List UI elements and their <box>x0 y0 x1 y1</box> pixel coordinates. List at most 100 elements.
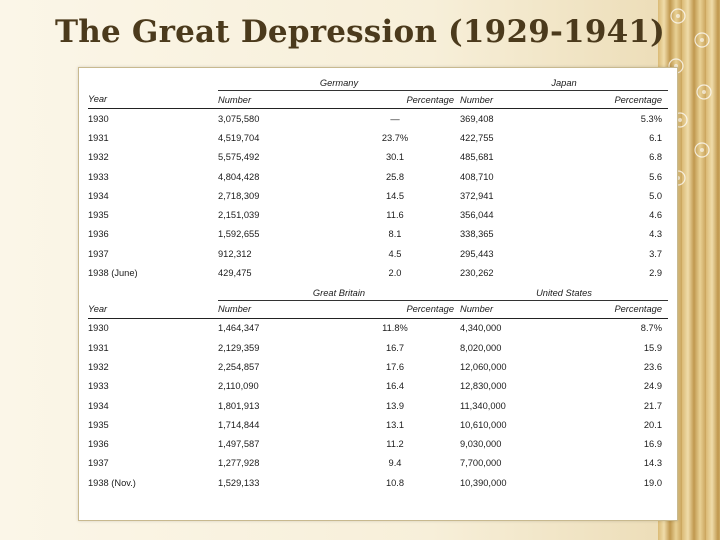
table-cell: 1937 <box>88 458 109 469</box>
table-cell: 14.5 <box>385 190 405 201</box>
table-row: 1936 1,497,587 11.2 9,030,000 16.9 <box>88 434 668 453</box>
table-cell: 5.0 <box>649 190 662 201</box>
table-cell: 1933 <box>88 381 109 392</box>
table-cell: 11.2 <box>386 439 404 450</box>
table-cell: 6.1 <box>649 132 662 143</box>
table-cell: 13.1 <box>385 419 405 430</box>
column-header: Percentage <box>578 300 668 319</box>
table-cell: 8.1 <box>388 229 402 240</box>
table-cell: 15.9 <box>643 342 662 353</box>
table-cell: 10,390,000 <box>460 477 507 488</box>
table-cell: 25.8 <box>385 171 405 182</box>
table-cell: 1938 (Nov.) <box>88 477 136 488</box>
table-row: 1932 2,254,857 17.6 12,060,000 23.6 <box>88 357 668 376</box>
country-header-row: Great Britain United States <box>88 285 668 301</box>
table-cell: 30.1 <box>385 152 405 163</box>
table-cell: 1934 <box>88 190 109 201</box>
country-name: United States <box>460 285 668 301</box>
table-cell: 19.0 <box>643 477 662 488</box>
table-cell: 16.7 <box>385 342 405 353</box>
table-row: 1938 (June) 429,475 2.0 230,262 2.9 <box>88 263 668 282</box>
table-cell: 1935 <box>88 419 109 430</box>
column-header-row: Year Number Percentage Number Percentage <box>88 90 668 109</box>
table-cell: 3,075,580 <box>218 113 260 124</box>
table-cell: 429,475 <box>218 268 252 279</box>
table-cell: 9.4 <box>388 458 402 469</box>
table-cell: 5,575,492 <box>218 152 260 163</box>
column-header: Number <box>460 300 578 319</box>
table-cell: 11.8% <box>382 323 408 334</box>
table-cell: 1930 <box>88 113 109 124</box>
table-cell: 1,277,928 <box>218 458 260 469</box>
column-header-row: Year Number Percentage Number Percentage <box>88 300 668 319</box>
column-header: Percentage <box>330 90 460 109</box>
table-cell: 10.8 <box>385 477 405 488</box>
table-cell: 1931 <box>88 342 109 353</box>
table-cell: 2,110,090 <box>218 381 259 392</box>
table-cell: — <box>390 113 400 124</box>
country-name: Japan <box>460 76 668 91</box>
table-cell: 23.6 <box>643 361 662 372</box>
table-cell: 1934 <box>88 400 109 411</box>
table-cell: 1936 <box>88 229 109 240</box>
table-cell: 6.8 <box>649 152 662 163</box>
table-cell: 9,030,000 <box>460 439 502 450</box>
table-cell: 12,830,000 <box>460 381 507 392</box>
table-cell: 21.7 <box>643 400 662 411</box>
table-cell: 24.9 <box>643 381 662 392</box>
table-cell: 13.9 <box>385 400 405 411</box>
table-row: 1932 5,575,492 30.1 485,681 6.8 <box>88 148 668 167</box>
table-cell: 1938 (June) <box>88 268 138 279</box>
table-cell: 8,020,000 <box>460 342 502 353</box>
column-header: Percentage <box>578 90 668 109</box>
table-cell: 1,801,913 <box>218 400 260 411</box>
table-cell: 5.6 <box>649 171 662 182</box>
table-cell: 2.9 <box>649 268 662 279</box>
column-header: Number <box>218 300 330 319</box>
table-row: 1938 (Nov.) 1,529,133 10.8 10,390,000 19.0 <box>88 473 668 492</box>
table-row: 1930 1,464,347 11.8% 4,340,000 8.7% <box>88 318 668 338</box>
table-row: 1930 3,075,580 — 369,408 5.3% <box>88 109 668 129</box>
table-cell: 23.7% <box>381 132 409 143</box>
table-cell: 1,464,347 <box>218 323 260 334</box>
table-cell: 422,755 <box>460 132 494 143</box>
table-cell: 295,443 <box>460 248 494 259</box>
table-cell: 11.6 <box>386 210 404 221</box>
column-header: Number <box>460 90 578 109</box>
table-cell: 356,044 <box>460 210 494 221</box>
table-cell: 2,151,039 <box>218 210 260 221</box>
table-cell: 1,497,587 <box>218 439 260 450</box>
slide-title: The Great Depression (1929-1941) <box>54 14 666 50</box>
table-cell: 4,340,000 <box>460 323 502 334</box>
table-cell: 408,710 <box>460 171 494 182</box>
table-cell: 485,681 <box>460 152 494 163</box>
unemployment-table: Germany Japan Year Number Percentage Number Pe… <box>88 76 668 492</box>
table-row: 1934 1,801,913 13.9 11,340,000 21.7 <box>88 396 668 415</box>
table-cell: 12,060,000 <box>460 361 507 372</box>
table-cell: 1935 <box>88 210 109 221</box>
table-cell: 4,804,428 <box>218 171 260 182</box>
table-cell: 1932 <box>88 152 109 163</box>
table-cell: 5.3% <box>640 113 662 124</box>
table-row: 1931 2,129,359 16.7 8,020,000 15.9 <box>88 338 668 357</box>
table-cell: 10,610,000 <box>460 419 507 430</box>
table-row: 1935 2,151,039 11.6 356,044 4.6 <box>88 205 668 224</box>
table-row: 1933 2,110,090 16.4 12,830,000 24.9 <box>88 377 668 396</box>
table-row: 1937 1,277,928 9.4 7,700,000 14.3 <box>88 454 668 473</box>
table-cell: 4,519,704 <box>218 132 260 143</box>
table-cell: 369,408 <box>460 113 494 124</box>
unemployment-table-sheet: Germany Japan Year Number Percentage Number Pe… <box>78 67 678 521</box>
country-header-row: Germany Japan <box>88 76 668 91</box>
table-cell: 14.3 <box>643 458 662 469</box>
table-cell: 1937 <box>88 248 109 259</box>
table-cell: 4.6 <box>649 210 662 221</box>
table-cell: 2,718,309 <box>218 190 260 201</box>
country-name: Great Britain <box>218 285 460 301</box>
table-row: 1937 912,312 4.5 295,443 3.7 <box>88 244 668 263</box>
country-name: Germany <box>218 76 460 91</box>
table-row: 1936 1,592,655 8.1 338,365 4.3 <box>88 225 668 244</box>
table-cell: 16.9 <box>643 439 662 450</box>
table-cell: 17.6 <box>385 361 405 372</box>
table-cell: 338,365 <box>460 229 494 240</box>
table-row: 1934 2,718,309 14.5 372,941 5.0 <box>88 186 668 205</box>
